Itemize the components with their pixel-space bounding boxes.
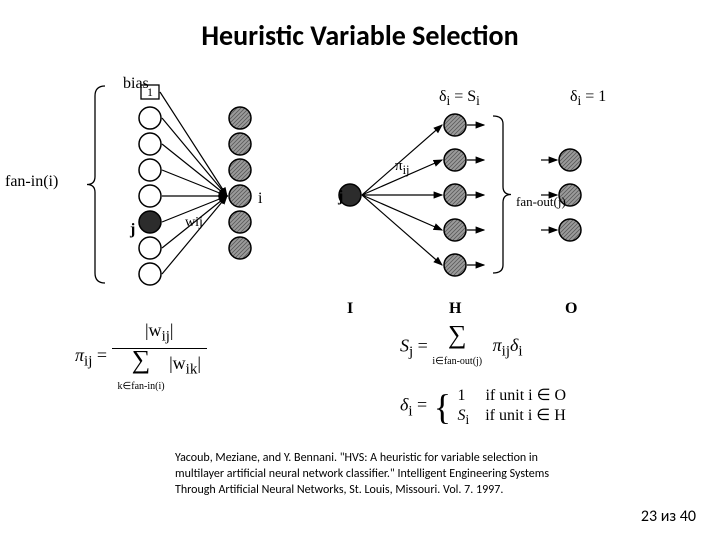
layer-H-label: H [449,300,461,318]
slide-title: Heuristic Variable Selection [0,18,720,53]
page-number: 23 из 40 [641,507,696,526]
equation-delta-cases: δi = { 1 if unit i ∈ O Si if unit i ∈ H [400,385,566,428]
i-label: i [258,190,262,208]
delta-one-label: δi = 1 [570,88,606,109]
j-left-label: j [130,221,135,239]
equation-S: Sj = ∑ i∈fan-out(j) πijδi [400,326,523,369]
citation-text: Yacoub, Meziane, and Y. Bennani. "HVS: A… [175,450,575,499]
pi-ij-label: πij [395,158,410,178]
wij-label: wij [185,215,203,231]
equation-pi: πij = |wij| ∑ k∈fan-in(i) |wik| [75,320,207,394]
layer-O-label: O [565,300,577,318]
layer-I-label: I [347,300,353,318]
fan-out-label: fan-out(j) [516,194,566,210]
bias-label: bias [123,75,149,93]
slide: Heuristic Variable Selection 1 fan-in(i)… [0,0,720,540]
fan-in-label: fan-in(i) [5,173,58,191]
j-right-label: j [338,188,343,206]
delta-Si-label: δi = Si [439,88,480,109]
